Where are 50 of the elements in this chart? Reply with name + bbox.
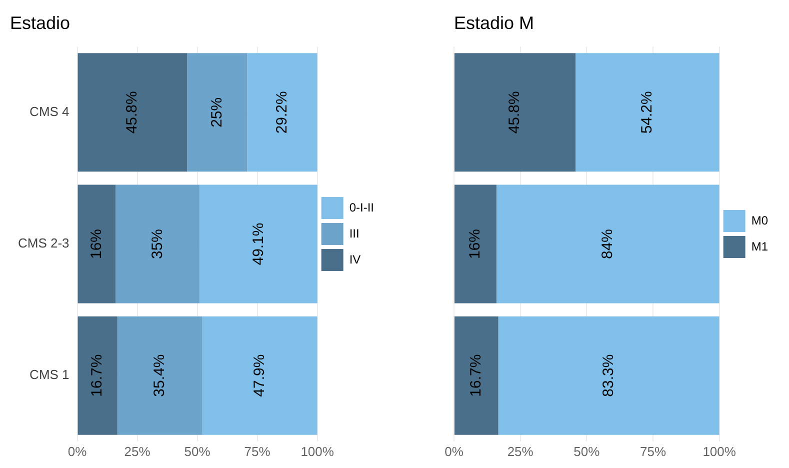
bar <box>202 316 318 435</box>
data-label: 29.2% <box>273 91 290 134</box>
data-label: 83.3% <box>600 354 617 397</box>
data-label: 45.8% <box>124 91 141 134</box>
x-tick-label: 75% <box>640 444 666 459</box>
x-tick-label: 0% <box>68 444 88 459</box>
data-label: 54.2% <box>638 91 656 134</box>
legend-label: 0-I-II <box>349 200 374 214</box>
bar <box>498 316 720 435</box>
data-label: 49.1% <box>250 222 267 266</box>
y-tick-label: CMS 1 <box>30 367 70 382</box>
bar <box>454 316 498 435</box>
x-tick-label: 50% <box>574 444 600 459</box>
x-tick-label: 50% <box>184 444 211 459</box>
legend-label: M0 <box>751 213 768 228</box>
bar <box>576 53 720 172</box>
legend-label: III <box>349 226 360 240</box>
x-tick-label: 0% <box>444 444 464 459</box>
bar <box>247 53 318 172</box>
bar <box>454 53 576 172</box>
x-tick-label: 25% <box>507 444 534 459</box>
chart-title: Estadio M <box>454 12 534 33</box>
bar <box>496 184 720 304</box>
bar <box>78 184 116 304</box>
data-label: 35.4% <box>151 354 168 397</box>
bar <box>187 53 248 172</box>
data-label: 16.7% <box>88 354 106 397</box>
data-label: 84% <box>599 228 616 260</box>
y-tick-label: CMS 4 <box>30 104 70 119</box>
bar <box>454 184 496 304</box>
data-label: 35% <box>148 228 166 260</box>
bar <box>117 316 202 435</box>
legend-label: M1 <box>751 239 768 254</box>
data-label: 16% <box>466 228 484 260</box>
data-label: 16% <box>88 228 105 260</box>
x-tick-label: 100% <box>702 444 736 459</box>
data-label: 47.9% <box>250 354 268 397</box>
chart-title: Estadio <box>10 12 70 33</box>
bar <box>78 53 188 172</box>
bar <box>78 316 118 435</box>
x-tick-label: 75% <box>244 444 271 459</box>
data-label: 16.7% <box>468 354 485 397</box>
data-label: 25% <box>208 97 226 128</box>
bar <box>200 184 318 304</box>
y-tick-label: CMS 2-3 <box>18 236 70 251</box>
bar <box>116 184 200 304</box>
x-tick-label: 100% <box>300 444 334 459</box>
x-tick-label: 25% <box>124 444 151 459</box>
data-label: 45.8% <box>506 91 524 134</box>
legend-label: IV <box>349 252 361 266</box>
